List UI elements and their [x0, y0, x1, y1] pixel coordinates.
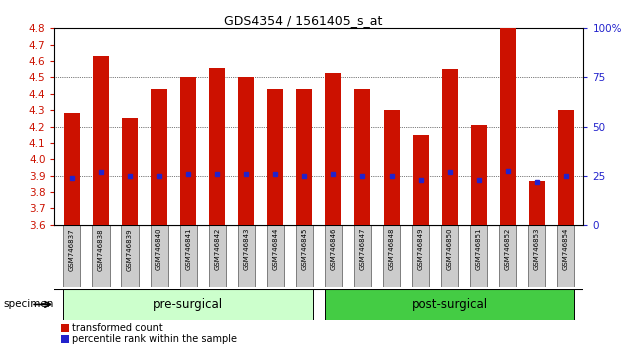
FancyBboxPatch shape — [63, 225, 81, 287]
Bar — [558, 110, 574, 225]
Text: GSM746837: GSM746837 — [69, 228, 75, 270]
Text: GSM746845: GSM746845 — [301, 228, 308, 270]
Text: transformed count: transformed count — [72, 323, 163, 333]
FancyBboxPatch shape — [354, 225, 371, 287]
FancyBboxPatch shape — [412, 225, 429, 287]
Text: GSM746844: GSM746844 — [272, 228, 278, 270]
Bar — [296, 89, 312, 225]
FancyBboxPatch shape — [238, 225, 255, 287]
FancyBboxPatch shape — [499, 225, 517, 287]
Bar — [93, 56, 109, 225]
Bar — [180, 78, 196, 225]
Bar — [151, 89, 167, 225]
Bar — [383, 110, 399, 225]
Bar — [413, 135, 429, 225]
Text: GSM746854: GSM746854 — [563, 228, 569, 270]
Bar — [64, 113, 80, 225]
Title: GDS4354 / 1561405_s_at: GDS4354 / 1561405_s_at — [224, 14, 382, 27]
FancyBboxPatch shape — [92, 225, 110, 287]
FancyBboxPatch shape — [325, 289, 574, 320]
FancyBboxPatch shape — [267, 225, 284, 287]
FancyBboxPatch shape — [528, 225, 545, 287]
Bar — [354, 89, 370, 225]
Text: GSM746846: GSM746846 — [330, 228, 337, 270]
Text: GSM746852: GSM746852 — [504, 228, 511, 270]
Text: GSM746842: GSM746842 — [214, 228, 221, 270]
Text: specimen: specimen — [3, 299, 54, 309]
Text: GSM746848: GSM746848 — [388, 228, 395, 270]
Text: GSM746847: GSM746847 — [360, 228, 365, 270]
FancyBboxPatch shape — [557, 225, 574, 287]
Text: pre-surgical: pre-surgical — [153, 298, 223, 311]
FancyBboxPatch shape — [179, 225, 197, 287]
Text: GSM746853: GSM746853 — [534, 228, 540, 270]
FancyBboxPatch shape — [63, 289, 313, 320]
Bar — [500, 28, 516, 225]
Bar — [470, 125, 487, 225]
Text: percentile rank within the sample: percentile rank within the sample — [72, 334, 237, 344]
Text: GSM746851: GSM746851 — [476, 228, 481, 270]
Text: GSM746849: GSM746849 — [417, 228, 424, 270]
Bar — [529, 181, 545, 225]
Text: GSM746840: GSM746840 — [156, 228, 162, 270]
Bar — [238, 78, 254, 225]
FancyBboxPatch shape — [151, 225, 168, 287]
Bar — [442, 69, 458, 225]
FancyBboxPatch shape — [121, 225, 138, 287]
FancyBboxPatch shape — [441, 225, 458, 287]
Text: GSM746838: GSM746838 — [98, 228, 104, 270]
Bar — [326, 73, 342, 225]
Text: GSM746841: GSM746841 — [185, 228, 191, 270]
Text: GSM746850: GSM746850 — [447, 228, 453, 270]
Text: GSM746843: GSM746843 — [243, 228, 249, 270]
FancyBboxPatch shape — [470, 225, 487, 287]
Text: GSM746839: GSM746839 — [127, 228, 133, 270]
FancyBboxPatch shape — [296, 225, 313, 287]
FancyBboxPatch shape — [383, 225, 400, 287]
FancyBboxPatch shape — [325, 225, 342, 287]
Bar — [267, 89, 283, 225]
FancyBboxPatch shape — [208, 225, 226, 287]
Text: post-surgical: post-surgical — [412, 298, 488, 311]
Bar — [122, 118, 138, 225]
Bar — [209, 68, 225, 225]
